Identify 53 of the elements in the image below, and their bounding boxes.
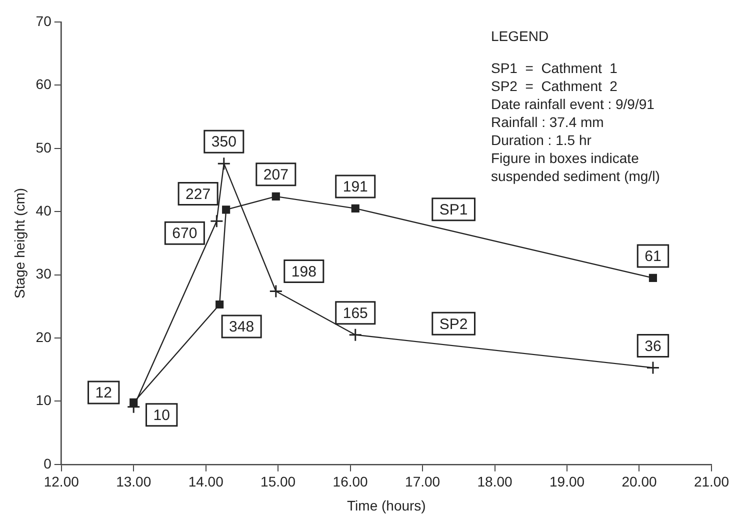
annotation: 670 bbox=[172, 225, 198, 242]
point bbox=[217, 156, 231, 170]
annotation: Date rainfall event : 9/9/91 bbox=[491, 96, 655, 112]
annotation: Rainfall : 37.4 mm bbox=[491, 114, 604, 130]
x-tick-label: 18.00 bbox=[477, 474, 513, 490]
point bbox=[130, 398, 138, 406]
y-tick-label: 20 bbox=[36, 328, 52, 345]
annotation: 198 bbox=[291, 263, 316, 280]
annotation: Figure in boxes indicate bbox=[491, 150, 640, 166]
annotation: suspended sediment (mg/l) bbox=[491, 168, 660, 184]
y-tick-label: 0 bbox=[44, 455, 52, 472]
point bbox=[646, 360, 660, 374]
x-tick-label: 15.00 bbox=[260, 474, 296, 490]
annotation: 12 bbox=[95, 384, 112, 402]
x-tick-label: 19.00 bbox=[549, 474, 585, 490]
y-tick-label: 70 bbox=[36, 12, 52, 29]
point bbox=[210, 214, 224, 228]
annotation: 191 bbox=[342, 178, 368, 196]
annotation: 61 bbox=[644, 248, 662, 266]
point bbox=[269, 284, 283, 298]
series-label: SP1 bbox=[439, 202, 468, 219]
x-tick-label: 12.00 bbox=[44, 474, 80, 490]
annotation: SP1 = Cathment 1 bbox=[491, 60, 618, 76]
annotation: 10 bbox=[153, 407, 170, 424]
point bbox=[216, 300, 224, 309]
point bbox=[222, 206, 230, 214]
x-tick-label: 13.00 bbox=[116, 474, 152, 490]
y-tick-label: 40 bbox=[36, 202, 52, 218]
annotation: 350 bbox=[211, 134, 236, 151]
x-tick-label: 16.00 bbox=[332, 474, 368, 490]
annotation: SP2 = Cathment 2 bbox=[491, 78, 618, 94]
annotation: 207 bbox=[263, 166, 288, 184]
annotation: LEGEND bbox=[491, 28, 549, 44]
x-tick-label: 21.00 bbox=[694, 474, 730, 490]
annotation: 165 bbox=[342, 304, 368, 322]
x-tick-label: 14.00 bbox=[188, 474, 224, 490]
y-tick-label: 10 bbox=[36, 392, 52, 408]
y-axis-title: Stage height (cm) bbox=[11, 188, 28, 298]
x-tick-label: 17.00 bbox=[405, 474, 440, 490]
annotation: 348 bbox=[229, 318, 254, 336]
annotation: 227 bbox=[186, 186, 211, 203]
point bbox=[348, 328, 362, 342]
y-tick-label: 50 bbox=[36, 139, 52, 156]
x-tick-label: 20.00 bbox=[622, 474, 657, 490]
y-tick-label: 60 bbox=[36, 76, 52, 92]
point bbox=[351, 204, 360, 212]
x-axis-title: Time (hours) bbox=[347, 497, 426, 514]
point bbox=[648, 274, 658, 282]
annotation: 36 bbox=[644, 338, 662, 355]
annotation: Duration : 1.5 hr bbox=[491, 132, 592, 148]
point bbox=[272, 192, 280, 200]
y-tick-label: 30 bbox=[36, 266, 52, 282]
series-label: SP2 bbox=[439, 316, 468, 333]
